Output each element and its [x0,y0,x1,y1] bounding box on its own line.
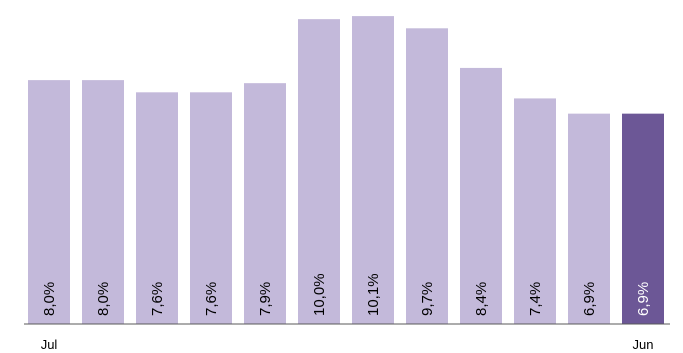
x-tick-label-1: Jul [41,337,58,352]
data-label-2: 8,0% [95,282,112,316]
data-labels-group: 8,0% 8,0% 7,6% 7,6% 7,9% 10,0% 10,1% 9,7% 8,4% 7,… [41,273,652,316]
data-label-10: 7,4% [527,282,544,316]
bar-10 [514,98,556,324]
data-label-9: 8,4% [473,282,490,316]
bar-8 [406,28,448,325]
bar-7 [352,16,394,325]
data-label-4: 7,6% [203,282,220,316]
bar-4 [190,92,232,325]
bar-3 [136,92,178,325]
bar-12 [622,113,664,324]
data-label-7: 10,1% [365,273,382,316]
data-label-1: 8,0% [41,282,58,316]
data-label-11: 6,9% [581,282,598,316]
bar-9 [460,67,502,324]
bar-5 [244,83,286,325]
bar-1 [28,80,70,324]
data-label-12: 6,9% [635,282,652,316]
bars-group [28,16,664,325]
x-tick-labels-group: Jul Jun [41,337,654,352]
data-label-5: 7,9% [257,282,274,316]
bar-2 [82,80,124,324]
data-label-3: 7,6% [149,282,166,316]
bar-6 [298,19,340,325]
x-tick-label-12: Jun [633,337,654,352]
bar-11 [568,113,610,324]
data-label-6: 10,0% [311,273,328,316]
data-label-8: 9,7% [419,282,436,316]
